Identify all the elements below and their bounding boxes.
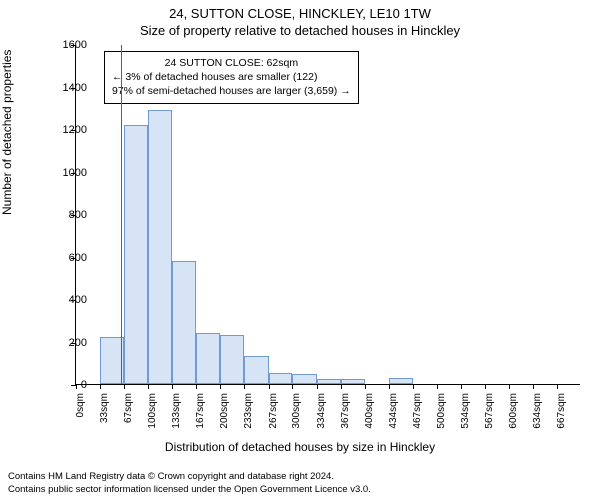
xtick-label: 600sqm: [508, 393, 519, 431]
xtick-mark: [509, 384, 510, 389]
ytick-label: 0: [81, 379, 87, 391]
annotation-line2: ← 3% of detached houses are smaller (122…: [112, 70, 351, 84]
xtick-mark: [557, 384, 558, 389]
property-marker-line: [121, 45, 123, 384]
ytick-label: 600: [69, 252, 87, 264]
title-subtitle: Size of property relative to detached ho…: [0, 23, 600, 38]
xtick-mark: [76, 384, 77, 389]
histogram-bar: [341, 379, 365, 384]
footer-attribution: Contains HM Land Registry data © Crown c…: [8, 471, 592, 496]
xtick-label: 467sqm: [412, 393, 423, 431]
footer-line2: Contains public sector information licen…: [8, 484, 592, 496]
histogram-bar: [244, 356, 269, 384]
annotation-box: 24 SUTTON CLOSE: 62sqm ← 3% of detached …: [104, 51, 359, 104]
xtick-mark: [341, 384, 342, 389]
xtick-mark: [413, 384, 414, 389]
xtick-label: 567sqm: [484, 393, 495, 431]
xtick-label: 233sqm: [243, 393, 254, 431]
xtick-mark: [244, 384, 245, 389]
chart-container: 24 SUTTON CLOSE: 62sqm ← 3% of detached …: [55, 45, 585, 415]
annotation-line3: 97% of semi-detached houses are larger (…: [112, 84, 351, 98]
histogram-bar: [148, 110, 172, 384]
ytick-label: 1600: [63, 39, 87, 51]
xtick-label: 434sqm: [388, 393, 399, 431]
plot-area: 24 SUTTON CLOSE: 62sqm ← 3% of detached …: [75, 45, 580, 385]
ytick-label: 1000: [63, 167, 87, 179]
xtick-label: 200sqm: [219, 393, 230, 431]
xtick-mark: [124, 384, 125, 389]
xtick-mark: [292, 384, 293, 389]
xtick-label: 500sqm: [436, 393, 447, 431]
xtick-label: 367sqm: [340, 393, 351, 431]
histogram-bar: [292, 374, 317, 384]
xtick-label: 400sqm: [364, 393, 375, 431]
xtick-label: 100sqm: [147, 393, 158, 431]
xtick-mark: [365, 384, 366, 389]
footer-line1: Contains HM Land Registry data © Crown c…: [8, 471, 592, 483]
xtick-label: 334sqm: [316, 393, 327, 431]
xtick-mark: [172, 384, 173, 389]
xtick-label: 133sqm: [171, 393, 182, 431]
histogram-bar: [220, 335, 244, 384]
xtick-label: 300sqm: [291, 393, 302, 431]
ytick-label: 400: [69, 294, 87, 306]
histogram-bar: [389, 378, 413, 384]
title-address: 24, SUTTON CLOSE, HINCKLEY, LE10 1TW: [0, 6, 600, 21]
xtick-mark: [269, 384, 270, 389]
xtick-mark: [148, 384, 149, 389]
xtick-mark: [317, 384, 318, 389]
xtick-label: 267sqm: [268, 393, 279, 431]
ytick-label: 1200: [63, 124, 87, 136]
xtick-mark: [437, 384, 438, 389]
xtick-mark: [533, 384, 534, 389]
histogram-bar: [317, 379, 341, 384]
histogram-bar: [172, 261, 197, 384]
xtick-label: 667sqm: [556, 393, 567, 431]
xtick-mark: [461, 384, 462, 389]
annotation-line1: 24 SUTTON CLOSE: 62sqm: [112, 56, 351, 70]
histogram-bar: [196, 333, 220, 384]
x-axis-label: Distribution of detached houses by size …: [0, 440, 600, 454]
histogram-bar: [124, 125, 148, 384]
xtick-mark: [220, 384, 221, 389]
xtick-label: 534sqm: [460, 393, 471, 431]
xtick-label: 33sqm: [99, 393, 110, 431]
xtick-label: 0sqm: [75, 393, 86, 431]
xtick-label: 634sqm: [532, 393, 543, 431]
xtick-mark: [485, 384, 486, 389]
ytick-label: 800: [69, 209, 87, 221]
xtick-label: 67sqm: [123, 393, 134, 431]
histogram-bar: [269, 373, 293, 384]
xtick-label: 167sqm: [195, 393, 206, 431]
xtick-mark: [196, 384, 197, 389]
y-axis-label: Number of detached properties: [0, 50, 14, 215]
xtick-mark: [100, 384, 101, 389]
ytick-label: 1400: [63, 82, 87, 94]
xtick-mark: [389, 384, 390, 389]
ytick-label: 200: [69, 337, 87, 349]
